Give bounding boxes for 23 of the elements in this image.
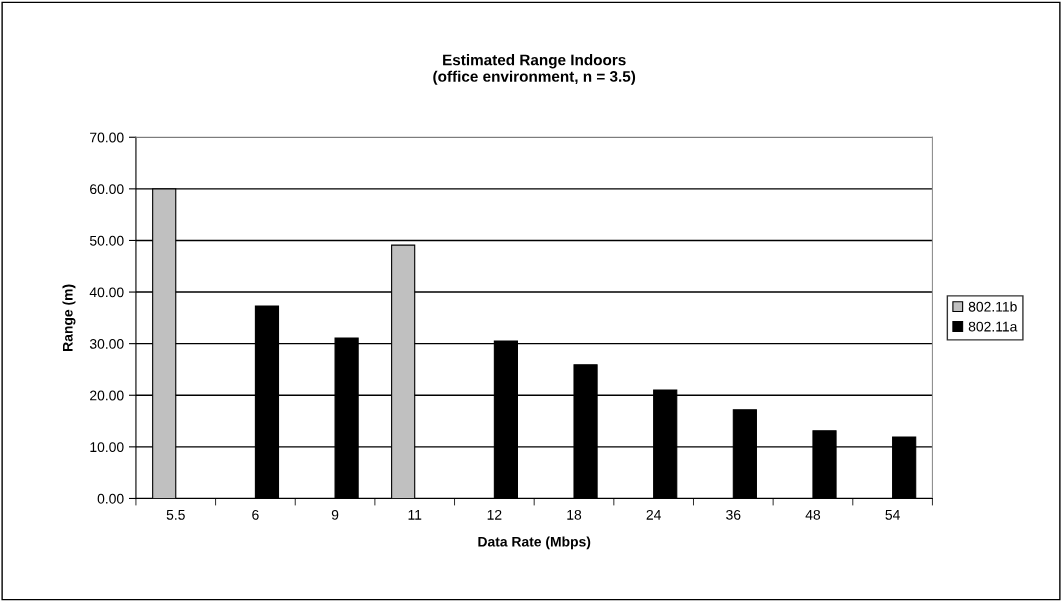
y-tick-label: 0.00	[97, 493, 124, 504]
x-axis-title: Data Rate (Mbps)	[478, 536, 591, 550]
x-tick-label: 11	[408, 510, 422, 520]
y-tick-label: 40.00	[89, 287, 124, 298]
y-tick-label: 70.00	[90, 132, 124, 143]
x-tick-label: 5.5	[166, 510, 185, 520]
y-axis-title: Range (m)	[62, 284, 76, 351]
x-tick-label: 24	[646, 509, 661, 520]
y-tick-label: 50.00	[89, 235, 124, 246]
x-tick-label: 12	[487, 509, 502, 520]
legend-label: 802.11a	[968, 321, 1018, 332]
x-tick-label: 6	[252, 509, 259, 520]
x-tick-label: 18	[567, 509, 582, 520]
x-tick-label: 36	[726, 509, 741, 520]
y-tick-label: 60.00	[90, 184, 124, 195]
legend-label: 802.11b	[968, 301, 1017, 312]
x-tick-label: 48	[805, 509, 821, 520]
x-tick-label: 9	[331, 509, 339, 520]
y-tick-label: 10.00	[90, 442, 124, 453]
chart-title: Estimated Range Indoors (office environment, n = 3.5)	[433, 54, 636, 85]
x-tick-label: 54	[885, 510, 900, 520]
y-tick-label: 20.00	[90, 390, 124, 401]
y-tick-label: 30.00	[89, 338, 124, 349]
